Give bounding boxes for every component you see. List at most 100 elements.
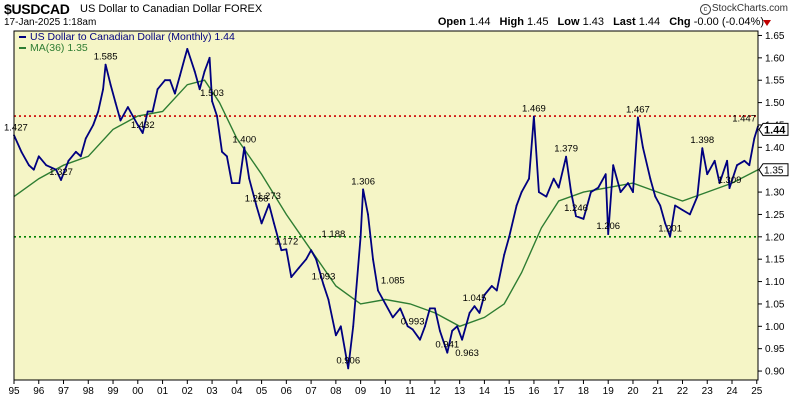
x-tick-label: 12 (429, 386, 441, 397)
y-tick-label: 1.40 (765, 143, 785, 154)
y-tick-label: 1.05 (765, 299, 785, 310)
price-point (753, 137, 756, 140)
annotation-label: 1.503 (200, 88, 224, 99)
price-point (216, 115, 218, 117)
last-value: 1.44 (638, 16, 661, 28)
price-point (226, 155, 228, 158)
price-point (446, 351, 449, 354)
price-point (528, 177, 530, 180)
price-point (424, 325, 426, 328)
price-point (649, 177, 652, 180)
x-tick-label: 98 (83, 386, 95, 397)
annotation-label: 0.963 (455, 348, 479, 359)
plot-area (14, 31, 758, 380)
price-point (674, 204, 676, 207)
price-point (347, 367, 350, 370)
price-point (75, 150, 77, 153)
price-point (607, 233, 610, 236)
price-point (520, 191, 523, 194)
price-point (280, 249, 283, 252)
price-point (582, 218, 585, 220)
price-point (406, 325, 409, 328)
price-point (706, 173, 709, 176)
price-point (335, 334, 337, 337)
x-tick-label: 07 (306, 386, 318, 397)
price-point (67, 159, 70, 162)
price-point (92, 124, 95, 126)
value-tag-box (758, 163, 789, 177)
price-point (495, 289, 498, 292)
y-tick-label: 1.55 (765, 76, 785, 87)
x-tick-label: 20 (627, 386, 639, 397)
last-value-tag-0: 1.44 (758, 122, 789, 136)
y-tick-label: 1.50 (765, 98, 785, 109)
x-tick-label: 13 (454, 386, 466, 397)
price-point (538, 191, 540, 194)
y-tick-label: 1.20 (765, 232, 785, 243)
y-tick-label: 1.15 (765, 255, 785, 266)
price-point (713, 159, 716, 162)
annotation-label: 1.045 (463, 293, 487, 304)
price-point (384, 303, 387, 305)
price-point (654, 195, 657, 198)
x-tick-label: 08 (330, 386, 342, 397)
price-point (127, 106, 129, 108)
low-label: Low (557, 16, 580, 28)
price-point (102, 88, 104, 91)
y-tick-label: 0.95 (765, 344, 785, 355)
price-point (508, 235, 511, 238)
high-value: 1.45 (527, 16, 549, 28)
annotation-label: 1.188 (321, 229, 345, 240)
price-point (478, 312, 481, 314)
price-point (310, 249, 312, 252)
price-point (45, 164, 48, 167)
price-point (604, 173, 607, 176)
x-tick-label: 95 (8, 386, 20, 397)
price-point (533, 115, 535, 118)
price-point (151, 110, 154, 113)
price-point (659, 204, 662, 207)
x-tick-label: 05 (256, 386, 268, 397)
annotation-label: 1.447 (732, 113, 756, 124)
high-label: High (499, 16, 524, 28)
price-point (231, 182, 233, 185)
y-tick-label: 1.10 (765, 277, 785, 288)
price-point (461, 338, 463, 341)
price-point (664, 222, 667, 225)
price-point (377, 289, 379, 292)
price-point (183, 56, 186, 59)
y-tick-label: 1.60 (765, 53, 785, 64)
x-tick-label: 99 (107, 386, 119, 397)
price-point (575, 215, 577, 218)
description-line: US Dollar to Canadian Dollar FOREX (80, 3, 262, 15)
plot-frame (13, 30, 759, 381)
price-point (632, 191, 634, 194)
price-point (156, 88, 159, 91)
price-point (627, 182, 629, 185)
price-point (352, 325, 355, 328)
low-value: 1.43 (582, 16, 604, 28)
price-point (221, 150, 223, 153)
price-point (339, 325, 342, 328)
price-point (285, 248, 288, 251)
annotation-label: 0.941 (435, 340, 459, 351)
price-point (268, 203, 270, 206)
annotation-label: 1.309 (718, 175, 742, 186)
price-point (743, 159, 746, 162)
copyright-line: c StockCharts.com (699, 3, 788, 15)
price-point (718, 182, 721, 185)
price-point (32, 168, 35, 171)
price-point (612, 164, 615, 167)
price-point (198, 88, 201, 91)
x-tick-label: 19 (603, 386, 615, 397)
price-point (97, 110, 100, 113)
open-label: Open (437, 16, 466, 28)
annotation-label: 1.379 (554, 144, 578, 155)
value-tag-label: 1.35 (764, 166, 784, 177)
price-point (84, 137, 87, 140)
annotation-label: 1.201 (658, 223, 682, 234)
price-point (451, 329, 454, 332)
price-point (119, 119, 122, 122)
symbol: $USDCAD (4, 1, 70, 17)
